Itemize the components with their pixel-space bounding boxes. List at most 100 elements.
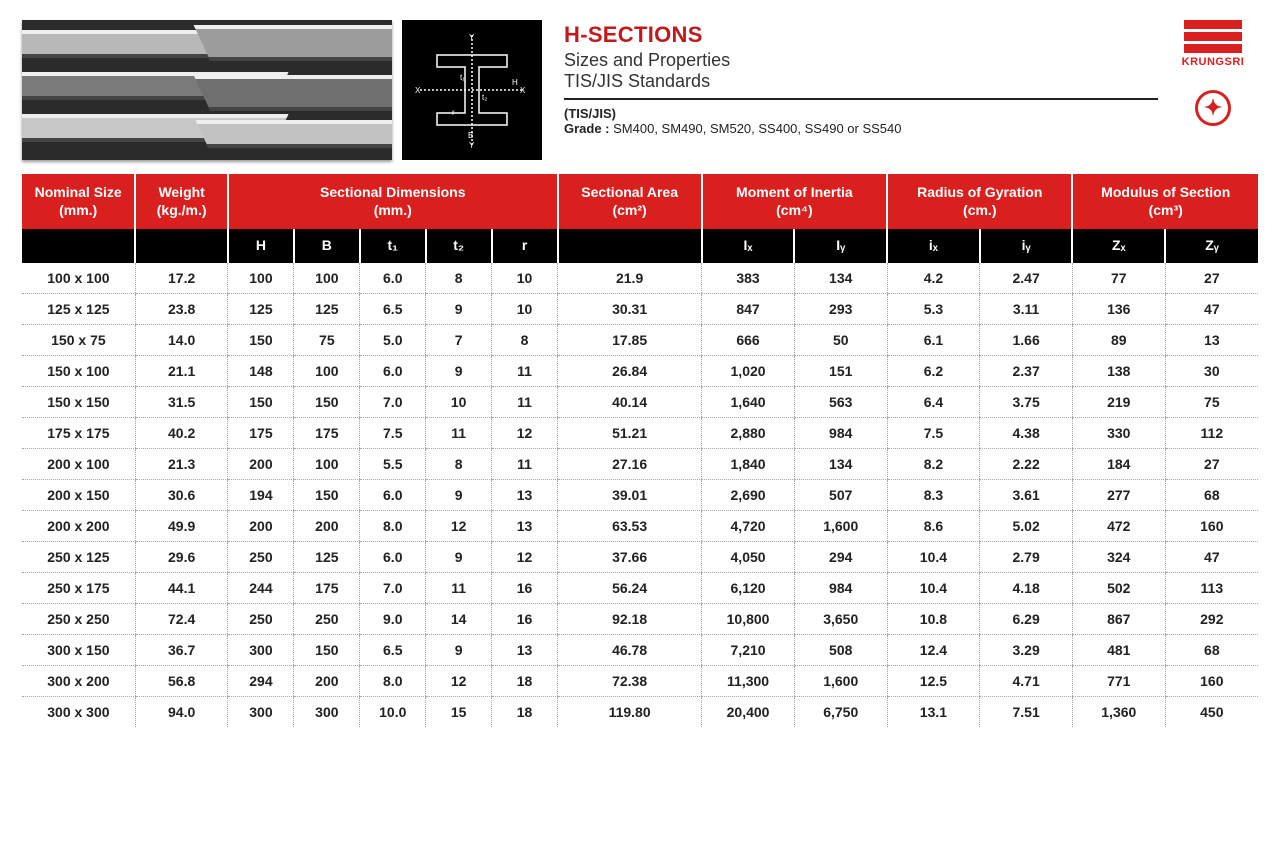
table-cell: 6,750 (794, 696, 887, 727)
table-cell: 30.6 (135, 479, 228, 510)
table-row: 300 x 15036.73001506.591346.787,21050812… (22, 634, 1258, 665)
table-cell: 11 (426, 572, 492, 603)
table-cell: 8.2 (887, 448, 980, 479)
table-cell: 4.38 (980, 417, 1073, 448)
table-cell: 3.75 (980, 386, 1073, 417)
table-cell: 9.0 (360, 603, 426, 634)
table-cell: 21.9 (558, 263, 702, 294)
table-cell: 472 (1072, 510, 1165, 541)
table-row: 175 x 17540.21751757.5111251.212,8809847… (22, 417, 1258, 448)
table-cell: 125 x 125 (22, 293, 135, 324)
table-cell: 5.0 (360, 324, 426, 355)
table-row: 200 x 20049.92002008.0121363.534,7201,60… (22, 510, 1258, 541)
table-cell: 481 (1072, 634, 1165, 665)
table-cell: 17.2 (135, 263, 228, 294)
table-cell: 184 (1072, 448, 1165, 479)
table-cell: 4,720 (702, 510, 795, 541)
table-cell: 21.3 (135, 448, 228, 479)
table-cell: 12 (426, 665, 492, 696)
table-cell: 194 (228, 479, 294, 510)
table-cell: 100 (294, 263, 360, 294)
table-cell: 56.8 (135, 665, 228, 696)
table-cell: 138 (1072, 355, 1165, 386)
table-cell: 9 (426, 634, 492, 665)
table-cell: 6.5 (360, 634, 426, 665)
table-cell: 200 (228, 448, 294, 479)
table-cell: 29.6 (135, 541, 228, 572)
table-header-row-2: HBt₁t₂rIₓIᵧiₓiᵧZₓZᵧ (22, 229, 1258, 263)
table-cell: 150 (294, 386, 360, 417)
table-row: 200 x 10021.32001005.581127.161,8401348.… (22, 448, 1258, 479)
table-cell: 1,020 (702, 355, 795, 386)
table-cell: 125 (228, 293, 294, 324)
table-cell: 3.11 (980, 293, 1073, 324)
table-cell: 125 (294, 541, 360, 572)
table-cell: 68 (1165, 479, 1258, 510)
table-cell: 8 (492, 324, 558, 355)
table-subcol-header: iᵧ (980, 229, 1073, 263)
table-subcol-header: Zᵧ (1165, 229, 1258, 263)
table-cell: 150 x 100 (22, 355, 135, 386)
table-cell: 89 (1072, 324, 1165, 355)
table-row: 250 x 17544.12441757.0111656.246,1209841… (22, 572, 1258, 603)
table-cell: 8.0 (360, 510, 426, 541)
table-col-header: Moment of Inertia(cm⁴) (702, 174, 887, 229)
table-cell: 6.0 (360, 355, 426, 386)
section-diagram: Y Y X X H B t₁ t₂ r (402, 20, 542, 160)
table-cell: 134 (794, 263, 887, 294)
table-cell: 51.21 (558, 417, 702, 448)
table-cell: 136 (1072, 293, 1165, 324)
table-cell: 8 (426, 448, 492, 479)
table-subcol-header: Iₓ (702, 229, 795, 263)
brand-name: KRUNGSRI (1168, 56, 1258, 68)
table-cell: 294 (228, 665, 294, 696)
table-subcol-header (558, 229, 702, 263)
table-cell: 250 (294, 603, 360, 634)
table-cell: 40.14 (558, 386, 702, 417)
brand-block: KRUNGSRI ✦ (1168, 20, 1258, 126)
table-cell: 40.2 (135, 417, 228, 448)
table-cell: 13 (492, 510, 558, 541)
table-subcol-header: H (228, 229, 294, 263)
table-row: 300 x 30094.030030010.01518119.8020,4006… (22, 696, 1258, 727)
table-cell: 2.47 (980, 263, 1073, 294)
table-cell: 20,400 (702, 696, 795, 727)
table-cell: 12 (426, 510, 492, 541)
table-subcol-header (135, 229, 228, 263)
table-row: 300 x 20056.82942008.0121872.3811,3001,6… (22, 665, 1258, 696)
table-cell: 200 x 200 (22, 510, 135, 541)
table-cell: 175 (228, 417, 294, 448)
table-cell: 847 (702, 293, 795, 324)
table-cell: 6.2 (887, 355, 980, 386)
table-subcol-header: t₁ (360, 229, 426, 263)
table-cell: 300 x 150 (22, 634, 135, 665)
svg-text:Y: Y (469, 33, 475, 42)
table-cell: 7.0 (360, 572, 426, 603)
title-block: H-SECTIONS Sizes and Properties TIS/JIS … (552, 20, 1158, 136)
svg-text:Y: Y (469, 141, 475, 150)
table-cell: 175 (294, 417, 360, 448)
table-cell: 150 x 75 (22, 324, 135, 355)
table-cell: 92.18 (558, 603, 702, 634)
table-cell: 13 (1165, 324, 1258, 355)
table-cell: 72.38 (558, 665, 702, 696)
table-cell: 2.37 (980, 355, 1073, 386)
table-cell: 2,880 (702, 417, 795, 448)
table-cell: 148 (228, 355, 294, 386)
table-cell: 300 (228, 696, 294, 727)
table-cell: 11 (492, 448, 558, 479)
table-cell: 150 x 150 (22, 386, 135, 417)
table-cell: 4.18 (980, 572, 1073, 603)
table-row: 150 x 15031.51501507.0101140.141,6405636… (22, 386, 1258, 417)
table-cell: 300 x 300 (22, 696, 135, 727)
table-cell: 10 (426, 386, 492, 417)
table-cell: 8.6 (887, 510, 980, 541)
table-cell: 250 x 175 (22, 572, 135, 603)
table-cell: 13 (492, 634, 558, 665)
table-cell: 175 (294, 572, 360, 603)
table-subcol-header: t₂ (426, 229, 492, 263)
table-cell: 12.4 (887, 634, 980, 665)
table-cell: 5.3 (887, 293, 980, 324)
table-cell: 771 (1072, 665, 1165, 696)
table-cell: 7.5 (360, 417, 426, 448)
